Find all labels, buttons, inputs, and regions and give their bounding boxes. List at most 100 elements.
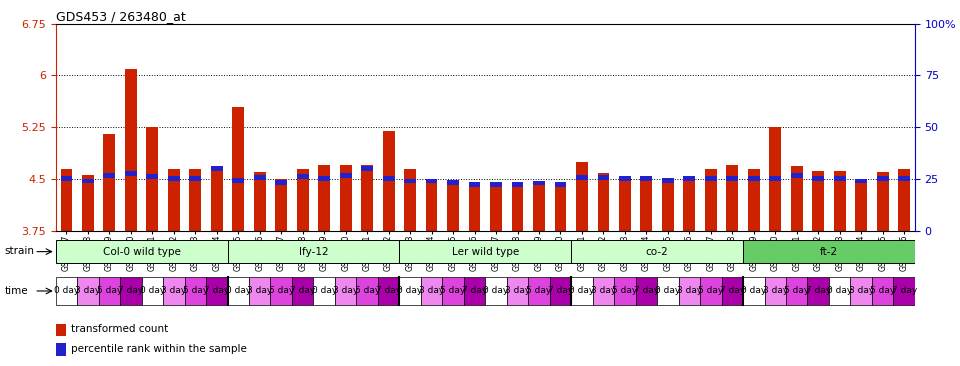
Bar xyxy=(468,182,480,231)
Bar xyxy=(727,176,738,181)
Bar xyxy=(614,277,636,305)
Bar xyxy=(335,277,356,305)
Text: 5 day: 5 day xyxy=(698,287,724,295)
Text: co-2: co-2 xyxy=(646,247,668,257)
Bar xyxy=(658,277,679,305)
Text: 0 day: 0 day xyxy=(140,287,165,295)
Bar xyxy=(769,127,781,231)
Bar xyxy=(56,324,66,336)
Bar xyxy=(791,173,803,178)
Bar xyxy=(147,174,158,179)
Bar xyxy=(361,165,373,231)
Bar xyxy=(507,277,528,305)
Text: 7 day: 7 day xyxy=(720,287,745,295)
Bar xyxy=(276,180,287,185)
Bar xyxy=(211,168,223,231)
Bar xyxy=(253,175,266,180)
Text: 7 day: 7 day xyxy=(376,287,401,295)
Text: 7 day: 7 day xyxy=(462,287,487,295)
Text: 7 day: 7 day xyxy=(548,287,573,295)
Bar xyxy=(533,184,545,231)
Bar xyxy=(464,277,486,305)
Bar xyxy=(684,176,695,181)
Text: 7 day: 7 day xyxy=(118,287,143,295)
Bar xyxy=(876,176,889,181)
Bar xyxy=(491,182,502,187)
Bar xyxy=(748,168,759,231)
Text: 3 day: 3 day xyxy=(75,287,101,295)
Bar xyxy=(378,277,399,305)
Text: 0 day: 0 day xyxy=(656,287,681,295)
Bar xyxy=(120,277,142,305)
Bar xyxy=(443,277,464,305)
Text: 7 day: 7 day xyxy=(634,287,659,295)
Bar xyxy=(636,277,658,305)
Bar xyxy=(82,175,94,231)
Bar xyxy=(56,343,66,356)
Bar xyxy=(769,176,781,181)
Bar xyxy=(550,277,571,305)
Bar xyxy=(297,168,308,231)
Bar xyxy=(834,176,846,181)
Bar xyxy=(425,179,438,183)
Bar xyxy=(468,182,480,187)
Bar xyxy=(899,168,910,231)
Bar xyxy=(168,176,180,181)
Bar xyxy=(276,179,287,231)
Bar xyxy=(512,182,523,187)
Bar xyxy=(807,277,829,305)
Text: strain: strain xyxy=(5,246,35,257)
Bar xyxy=(743,240,915,263)
Bar xyxy=(555,182,566,187)
Bar xyxy=(619,176,631,181)
Bar xyxy=(791,167,803,231)
Bar xyxy=(253,172,266,231)
Text: 7 day: 7 day xyxy=(290,287,315,295)
Bar xyxy=(271,277,292,305)
Text: transformed count: transformed count xyxy=(71,324,168,335)
Bar xyxy=(576,175,588,180)
Bar xyxy=(356,277,378,305)
Bar xyxy=(764,277,786,305)
Bar xyxy=(292,277,314,305)
Text: 7 day: 7 day xyxy=(805,287,830,295)
Text: 0 day: 0 day xyxy=(569,287,594,295)
Bar xyxy=(597,175,610,180)
Bar xyxy=(60,168,72,231)
Text: ft-2: ft-2 xyxy=(820,247,838,257)
Bar xyxy=(528,277,550,305)
Text: 5 day: 5 day xyxy=(441,287,466,295)
Bar xyxy=(894,277,915,305)
Text: 5 day: 5 day xyxy=(870,287,896,295)
Bar xyxy=(189,176,202,181)
Bar xyxy=(340,165,351,231)
Text: 7 day: 7 day xyxy=(204,287,229,295)
Text: 3 day: 3 day xyxy=(677,287,702,295)
Bar xyxy=(748,176,759,181)
Bar xyxy=(56,240,228,263)
Bar xyxy=(228,240,399,263)
Bar xyxy=(189,168,202,231)
Bar xyxy=(855,179,867,183)
Text: 3 day: 3 day xyxy=(161,287,186,295)
Bar xyxy=(56,277,77,305)
Text: 0 day: 0 day xyxy=(741,287,766,295)
Text: 0 day: 0 day xyxy=(397,287,422,295)
Bar xyxy=(662,178,674,231)
Bar xyxy=(571,277,592,305)
Bar xyxy=(576,162,588,231)
Bar xyxy=(319,176,330,181)
Bar xyxy=(619,177,631,231)
Bar xyxy=(340,173,351,178)
Text: 0 day: 0 day xyxy=(484,287,509,295)
Text: 5 day: 5 day xyxy=(97,287,122,295)
Bar xyxy=(571,240,743,263)
Text: 0 day: 0 day xyxy=(226,287,251,295)
Text: 3 day: 3 day xyxy=(849,287,874,295)
Text: percentile rank within the sample: percentile rank within the sample xyxy=(71,344,247,354)
Bar xyxy=(812,171,824,231)
Bar xyxy=(640,178,652,231)
Bar xyxy=(168,168,180,231)
Bar xyxy=(684,178,695,231)
Bar xyxy=(404,168,416,231)
